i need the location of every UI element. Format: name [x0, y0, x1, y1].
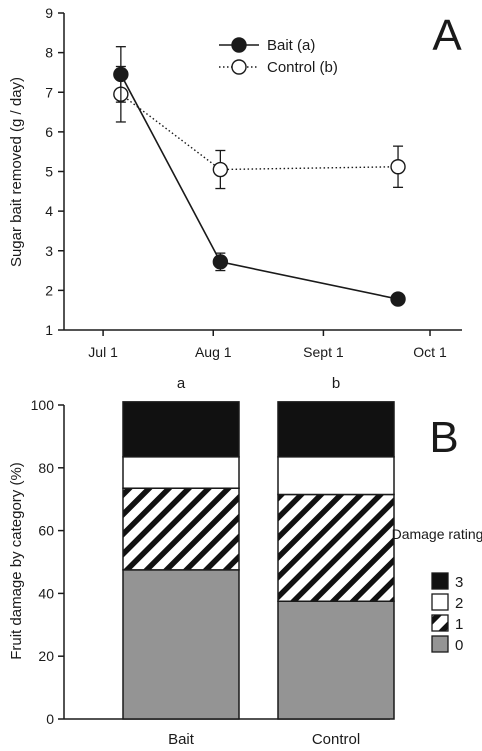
- panel-b-legend: Damage ratings 3 2 1 0: [392, 526, 482, 654]
- panel-b-significance-letter: b: [332, 375, 340, 392]
- panel-a-y-tick-label: 3: [45, 243, 53, 259]
- panel-b-y-tick-label: 20: [38, 648, 54, 664]
- panel-a-series-control: [113, 65, 406, 190]
- panel-b-x-tick-label: Bait: [168, 731, 195, 748]
- panel-a-x-tick-label: Aug 1: [195, 344, 232, 360]
- panel-a-series-line: [120, 74, 399, 300]
- panel-b-bar-bait: Bait a: [122, 375, 240, 748]
- panel-b-bar-segment-rating-0: [277, 600, 395, 720]
- panel-a-legend-marker: [231, 37, 247, 53]
- panel-a-y-tick-label: 8: [45, 45, 53, 61]
- panel-b-legend-label: 0: [455, 637, 463, 654]
- panel-b-bar-segment-rating-1: [122, 487, 240, 571]
- panel-a-x-tick-label: Jul 1: [88, 344, 118, 360]
- panel-a-legend-marker: [231, 59, 247, 75]
- panel-b-bar-control: Control b: [277, 375, 395, 748]
- panel-a-series: [113, 46, 406, 307]
- panel-b-legend-label: 3: [455, 574, 463, 591]
- panel-a-y-tick-label: 6: [45, 124, 53, 140]
- panel-b-y-tick-label: 0: [46, 711, 54, 727]
- panel-a-data-point: [113, 66, 129, 83]
- panel-a-data-point: [212, 254, 229, 270]
- panel-a-y-tick-label: 9: [45, 5, 53, 21]
- panel-a-data-point: [390, 291, 406, 307]
- panel-b-y-tick-label: 100: [31, 397, 55, 413]
- panel-b-legend-swatch-1: [431, 614, 449, 632]
- panel-a-legend-label: Bait (a): [267, 37, 315, 54]
- panel-a-legend: Bait (a) Control (b): [219, 37, 338, 76]
- panel-a-y-tick-label: 4: [45, 203, 53, 219]
- panel-b-significance-letter: a: [177, 375, 186, 392]
- panel-b-y-tick-label: 80: [38, 460, 54, 476]
- panel-b-legend-swatch-3: [431, 572, 449, 590]
- panel-a-label: A: [432, 11, 462, 60]
- panel-a-y-axis-label: Sugar bait removed (g / day): [8, 77, 25, 267]
- panel-b-bar-segment-rating-0: [122, 569, 240, 720]
- panel-b-bar-segment-rating-1: [277, 493, 395, 602]
- panel-b-legend-title: Damage ratings: [392, 526, 482, 542]
- panel-b-bar-segment-rating-3: [122, 401, 240, 458]
- panel-a-series-line: [120, 93, 399, 171]
- panel-b-x-tick-label: Control: [312, 731, 360, 748]
- panel-b-y-tick-label: 60: [38, 523, 54, 539]
- panel-b-y-tick-label: 40: [38, 585, 54, 601]
- panel-a-line-chart: A Sugar bait removed (g / day) 1 2 3 4 5 6 7 8 9…: [8, 5, 462, 360]
- panel-a-y-tick-label: 5: [45, 164, 53, 180]
- panel-a-axes: 1 2 3 4 5 6 7 8 9 Jul 1 Aug 1 Sept 1 Oct 1: [45, 5, 462, 360]
- panel-a-x-tick-label: Sept 1: [303, 344, 344, 360]
- panel-a-data-point: [390, 159, 406, 175]
- panel-b-bar-segment-rating-2: [277, 456, 395, 496]
- panel-a-y-tick-label: 7: [45, 84, 53, 100]
- panel-b-legend-swatch-2: [431, 593, 449, 611]
- panel-a-data-point: [212, 161, 229, 178]
- panel-a-x-tick-label: Oct 1: [413, 344, 447, 360]
- panel-a-y-tick-label: 1: [45, 322, 53, 338]
- panel-a-series-bait: [113, 46, 406, 307]
- panel-b-stacked-bar-chart: B Fruit damage by category (%) 020406080…: [8, 375, 482, 748]
- panel-b-bar-segment-rating-2: [122, 456, 240, 489]
- panel-a-legend-label: Control (b): [267, 59, 338, 76]
- panel-b-bar-segment-rating-3: [277, 401, 395, 458]
- panel-b-bars: Bait a Control b: [122, 375, 395, 748]
- panel-b-label: B: [429, 413, 458, 462]
- panel-b-y-axis-label: Fruit damage by category (%): [8, 462, 25, 660]
- panel-b-legend-label: 1: [455, 616, 463, 633]
- panel-b-legend-label: 2: [455, 595, 463, 612]
- panel-a-y-tick-label: 2: [45, 282, 53, 298]
- panel-b-legend-swatch-0: [431, 635, 449, 653]
